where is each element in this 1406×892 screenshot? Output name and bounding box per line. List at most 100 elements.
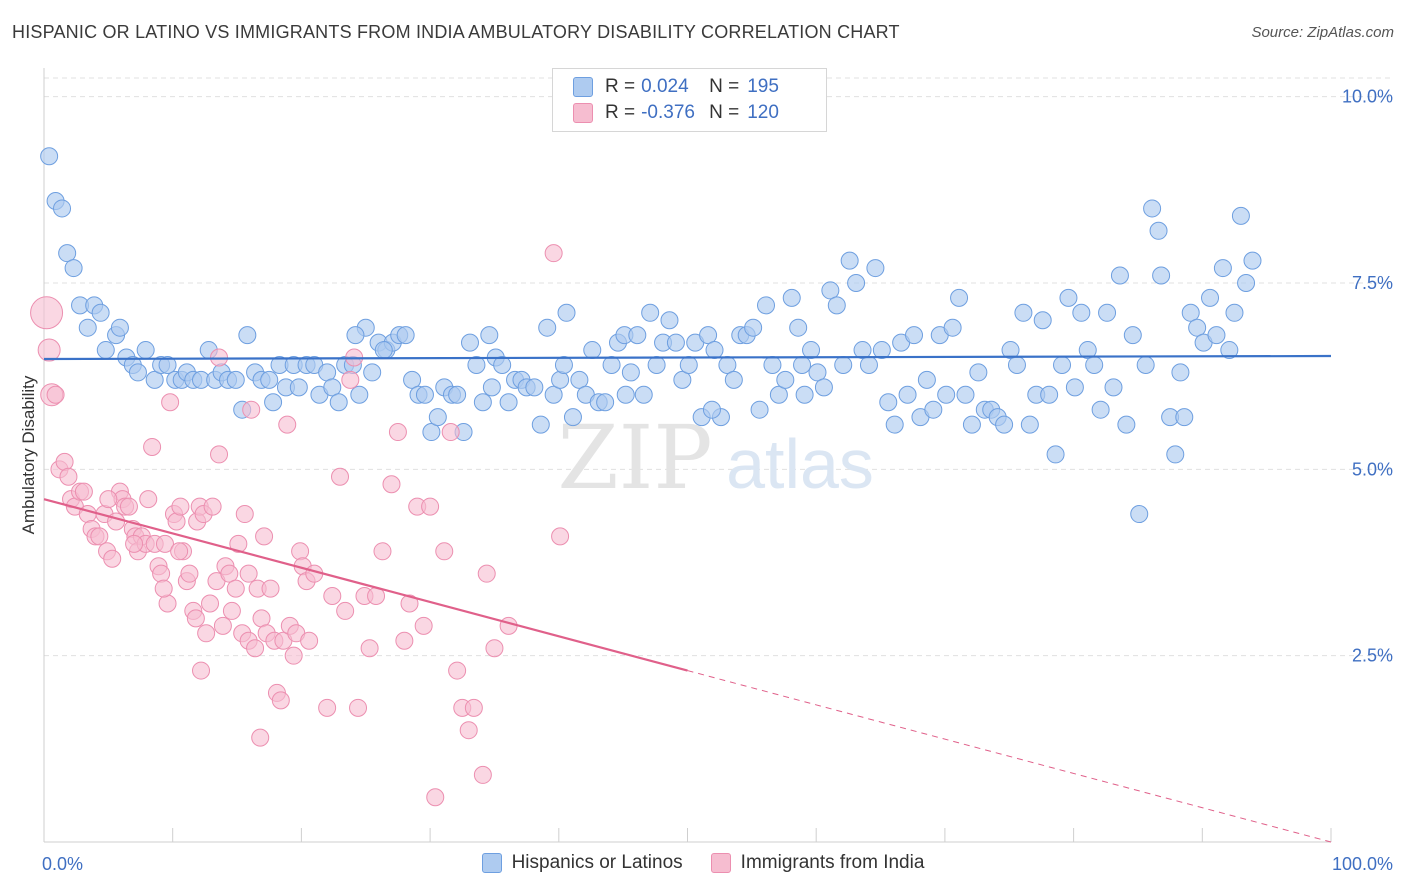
data-point-hispanics (1201, 288, 1220, 307)
data-point-hispanics (415, 385, 434, 404)
data-point-india (180, 564, 199, 583)
data-point-hispanics (1188, 318, 1207, 337)
data-point-india (400, 594, 419, 613)
data-point-hispanics (1220, 341, 1239, 360)
data-point-india (414, 616, 433, 635)
data-point-hispanics (78, 318, 97, 337)
y-tick-label: 2.5% (1352, 646, 1393, 666)
data-point-india (323, 587, 342, 606)
legend-r-label: R = (605, 102, 636, 123)
data-point-hispanics (158, 355, 177, 374)
data-point-india (220, 564, 239, 583)
data-point-hispanics (58, 244, 77, 263)
data-point-india (421, 497, 440, 516)
data-point-hispanics (744, 318, 763, 337)
data-point-hispanics (1136, 355, 1155, 374)
data-point-india (336, 601, 355, 620)
data-point-hispanics (264, 393, 283, 412)
data-point-hispanics (96, 341, 115, 360)
data-point-india (278, 415, 297, 434)
data-point-hispanics (814, 378, 833, 397)
data-point-india (167, 512, 186, 531)
data-point-hispanics (1014, 303, 1033, 322)
data-point-hispanics (544, 385, 563, 404)
zipatlas-watermark: ZIP atlas (557, 406, 874, 509)
data-point-hispanics (1033, 311, 1052, 330)
data-point-hispanics (782, 288, 801, 307)
data-point-hispanics (995, 415, 1014, 434)
data-point-india (473, 765, 492, 784)
data-point-hispanics (1078, 341, 1097, 360)
series-india-points (30, 244, 570, 807)
legend-label-india: Immigrants from India (740, 852, 925, 873)
data-point-hispanics (551, 370, 570, 389)
data-point-india (360, 639, 379, 658)
trend-line-hispanics (43, 354, 1332, 361)
trend-lines (43, 354, 1332, 843)
data-point-hispanics (628, 326, 647, 345)
data-point-india (373, 542, 392, 561)
data-point-india (291, 542, 310, 561)
data-point-hispanics (673, 370, 692, 389)
data-point-india (426, 788, 445, 807)
data-point-india (229, 534, 248, 553)
data-point-hispanics (943, 318, 962, 337)
data-point-hispanics (699, 326, 718, 345)
data-point-hispanics (969, 363, 988, 382)
legend-n-value: 195 (747, 76, 779, 97)
data-point-hispanics (1237, 273, 1256, 292)
series-hispanics-points (40, 147, 1262, 524)
data-point-hispanics (260, 370, 279, 389)
data-point-india (158, 594, 177, 613)
data-point-india (382, 475, 401, 494)
legend-r-label: R = (605, 76, 636, 97)
data-point-hispanics (1171, 363, 1190, 382)
data-point-hispanics (525, 378, 544, 397)
data-point-hispanics (795, 385, 814, 404)
data-point-india (139, 490, 158, 509)
data-point-hispanics (1046, 445, 1065, 464)
data-point-india (192, 661, 211, 680)
data-point-hispanics (1085, 355, 1104, 374)
legend-row-hispanics: R = 0.024 N = 195 (573, 75, 779, 99)
data-point-hispanics (91, 303, 110, 322)
data-point-hispanics (950, 288, 969, 307)
data-point-india (99, 490, 118, 509)
legend-item-hispanics[interactable]: Hispanics or Latinos (481, 852, 683, 874)
data-point-india (55, 452, 74, 471)
data-point-hispanics (563, 408, 582, 427)
data-point-hispanics (128, 363, 147, 382)
data-point-hispanics (1166, 445, 1185, 464)
data-point-hispanics (1091, 400, 1110, 419)
data-point-hispanics (840, 251, 859, 270)
data-point-hispanics (1149, 221, 1168, 240)
data-point-hispanics (621, 363, 640, 382)
data-point-india (448, 661, 467, 680)
data-point-india (170, 542, 189, 561)
data-point-india (349, 698, 368, 717)
data-point-hispanics (702, 400, 721, 419)
data-point-hispanics (1181, 303, 1200, 322)
data-point-hispanics (110, 318, 129, 337)
data-point-hispanics (238, 326, 257, 345)
data-point-hispanics (1020, 415, 1039, 434)
data-point-india (441, 423, 460, 442)
data-point-india (331, 467, 350, 486)
data-point-hispanics (602, 355, 621, 374)
data-point-india (485, 639, 504, 658)
data-point-india (318, 698, 337, 717)
legend-n-label: N = (709, 102, 740, 123)
legend-r-value: -0.376 (641, 102, 695, 123)
y-axis-label: Ambulatory Disability (19, 375, 38, 534)
data-point-hispanics (1123, 326, 1142, 345)
data-point-hispanics (647, 355, 666, 374)
data-point-india (435, 542, 454, 561)
data-point-hispanics (422, 423, 441, 442)
legend-item-india[interactable]: Immigrants from India (710, 852, 925, 874)
data-point-hispanics (866, 259, 885, 278)
data-point-india (261, 579, 280, 598)
data-point-india (255, 527, 274, 546)
source-label: Source: ZipAtlas.com (1251, 24, 1394, 41)
data-point-hispanics (905, 326, 924, 345)
